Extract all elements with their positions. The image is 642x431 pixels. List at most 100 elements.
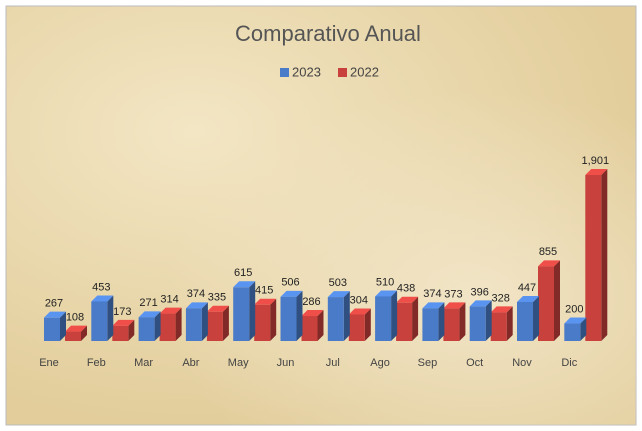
bar-side xyxy=(438,302,445,341)
bar-top xyxy=(327,291,350,298)
x-tick-label: Dic xyxy=(561,357,577,369)
bar-front xyxy=(91,301,108,341)
bar-side xyxy=(270,298,277,341)
bar-front xyxy=(112,325,129,341)
bar xyxy=(443,302,466,341)
bar xyxy=(517,295,539,341)
bar xyxy=(159,307,182,341)
bar-front xyxy=(469,306,486,341)
bar-top xyxy=(443,302,466,309)
data-label: 855 xyxy=(539,246,557,258)
bar xyxy=(280,290,303,341)
legend-label: 2023 xyxy=(292,64,321,79)
bar-front xyxy=(159,313,176,341)
data-label: 314 xyxy=(160,293,178,305)
bar-top xyxy=(517,295,539,302)
bar-top xyxy=(206,305,229,312)
bar-front xyxy=(564,323,581,341)
bar-side xyxy=(296,290,303,341)
bar-top xyxy=(233,281,256,288)
bar-side xyxy=(459,302,466,341)
data-label: 108 xyxy=(66,311,84,323)
bar-top xyxy=(301,310,324,317)
bar-side xyxy=(580,317,587,341)
bar xyxy=(91,295,114,341)
bar xyxy=(254,298,277,341)
bar-top xyxy=(44,311,66,318)
bar-side xyxy=(364,308,371,341)
legend-label: 2022 xyxy=(350,64,379,79)
x-tick-label: Mar xyxy=(134,357,153,369)
bar-top xyxy=(138,311,161,318)
bar-front xyxy=(585,175,602,341)
bar-front xyxy=(348,314,365,341)
legend-swatch xyxy=(280,68,289,77)
data-label: 447 xyxy=(518,282,536,294)
bar-top xyxy=(91,295,114,302)
bar-side xyxy=(485,300,492,341)
bar-top xyxy=(490,306,513,313)
bar xyxy=(490,306,513,341)
bar-top xyxy=(280,290,303,297)
bar-top xyxy=(396,296,419,303)
data-label: 271 xyxy=(139,297,157,309)
data-label: 173 xyxy=(113,306,131,318)
bar-front xyxy=(396,302,413,341)
data-label: 438 xyxy=(397,283,415,295)
data-label: 304 xyxy=(350,294,368,306)
x-tick-label: Jun xyxy=(277,357,295,369)
bar xyxy=(396,296,419,341)
x-tick-label: Feb xyxy=(87,357,106,369)
bar-side xyxy=(343,291,350,341)
bar-side xyxy=(249,281,256,341)
bar xyxy=(65,325,87,341)
bar-top xyxy=(254,298,277,305)
bar-front xyxy=(301,316,318,341)
bar-front xyxy=(138,317,155,341)
bar-front xyxy=(65,331,81,341)
bar-front xyxy=(422,308,439,341)
data-label: 374 xyxy=(187,288,205,300)
data-label: 510 xyxy=(376,276,394,288)
bar xyxy=(138,311,161,341)
bar-front xyxy=(233,287,250,341)
chart-texture xyxy=(6,6,636,425)
data-label: 1,901 xyxy=(582,155,610,167)
x-tick-label: Nov xyxy=(512,357,532,369)
data-label: 374 xyxy=(423,288,441,300)
bar-top xyxy=(185,302,208,309)
bar-front xyxy=(490,312,507,341)
data-label: 267 xyxy=(45,298,63,310)
bar xyxy=(327,291,350,341)
bar xyxy=(585,169,608,341)
data-label: 373 xyxy=(444,288,462,300)
x-tick-label: Oct xyxy=(466,357,483,369)
bar xyxy=(301,310,324,341)
data-label: 328 xyxy=(492,292,510,304)
data-label: 453 xyxy=(92,281,110,293)
x-tick-label: Ago xyxy=(370,357,390,369)
x-tick-label: May xyxy=(228,357,249,369)
bar xyxy=(44,311,66,341)
bar-front xyxy=(538,266,554,341)
bar-top xyxy=(112,319,135,326)
bar xyxy=(348,308,371,341)
bar-side xyxy=(128,319,135,341)
bar-top xyxy=(469,300,492,307)
bar-top xyxy=(65,325,87,332)
bar-front xyxy=(280,296,297,341)
bar-front xyxy=(185,308,202,341)
bar-side xyxy=(154,311,161,341)
data-label: 396 xyxy=(471,286,489,298)
bar-side xyxy=(60,311,66,341)
data-label: 503 xyxy=(329,277,347,289)
bar-side xyxy=(391,290,398,341)
bar-side xyxy=(222,305,229,341)
bar-front xyxy=(327,297,344,341)
bar-top xyxy=(422,302,445,309)
bar xyxy=(185,302,208,341)
bar-side xyxy=(506,306,513,341)
bar-side xyxy=(81,325,87,341)
bar xyxy=(206,305,229,341)
